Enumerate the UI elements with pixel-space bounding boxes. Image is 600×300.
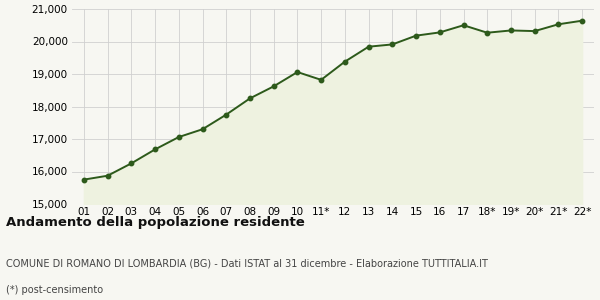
Text: (*) post-censimento: (*) post-censimento [6,285,103,295]
Text: Andamento della popolazione residente: Andamento della popolazione residente [6,216,305,229]
Text: COMUNE DI ROMANO DI LOMBARDIA (BG) - Dati ISTAT al 31 dicembre - Elaborazione TU: COMUNE DI ROMANO DI LOMBARDIA (BG) - Dat… [6,258,488,268]
